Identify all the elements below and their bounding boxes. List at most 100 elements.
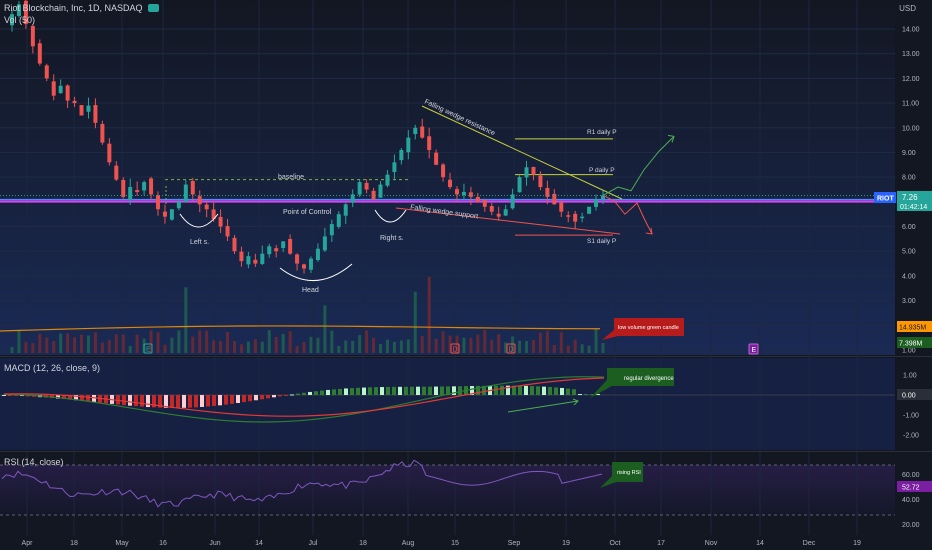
- macd-legend[interactable]: MACD (12, 26, close, 9): [4, 363, 100, 373]
- macd-histogram-bar: [374, 387, 378, 395]
- price-tick-label: 10.00: [902, 125, 920, 132]
- volume-last-text: 7.398M: [899, 341, 923, 348]
- macd-histogram-bar: [560, 387, 564, 395]
- macd-histogram-bar: [242, 395, 246, 403]
- candle-body: [385, 174, 390, 186]
- event-marker-label: E: [752, 347, 757, 354]
- volume-bar: [573, 339, 577, 353]
- volume-ma-badge[interactable]: 14.935M: [897, 321, 932, 332]
- volume-bar: [406, 339, 410, 353]
- callout-macd[interactable]: regular divergence: [590, 368, 674, 398]
- volume-bar: [156, 332, 160, 353]
- candle-body: [10, 14, 14, 26]
- macd-histogram-bar: [56, 395, 60, 399]
- event-marker[interactable]: E: [748, 343, 759, 355]
- symbol-title: Riot Blockchain, Inc, 1D, NASDAQ: [4, 3, 143, 13]
- volume-bar: [253, 339, 257, 353]
- macd-histogram-bar: [284, 395, 288, 396]
- time-tick-label: Dec: [803, 540, 816, 547]
- last-price-text: 7.26: [902, 193, 918, 202]
- drawings[interactable]: [0, 105, 874, 281]
- event-marker[interactable]: D: [450, 343, 460, 354]
- volume-bar: [52, 341, 56, 353]
- macd-histogram-bar: [476, 385, 480, 395]
- event-marker[interactable]: E: [143, 343, 153, 354]
- macd-line: [3, 376, 605, 423]
- ticker-badge[interactable]: RIOT: [874, 192, 896, 203]
- callout-rsi[interactable]: rising RSI: [600, 462, 643, 488]
- volume-bar: [246, 341, 250, 353]
- macd-histogram-bar: [566, 388, 570, 395]
- volume-bar: [441, 331, 445, 353]
- candle-body: [364, 182, 369, 190]
- candle-body: [468, 192, 473, 197]
- candle-body: [434, 152, 439, 165]
- macd-tick-label: -2.00: [903, 433, 919, 440]
- candle-body: [308, 258, 313, 270]
- macd-histogram-bar: [542, 386, 546, 395]
- volume-bar: [427, 276, 431, 353]
- right-shoulder-label: Right s.: [380, 235, 404, 242]
- macd-histogram-bar: [248, 395, 252, 402]
- macd-histogram-bar: [320, 390, 324, 395]
- volume-bar: [344, 340, 348, 353]
- volume-bar: [316, 337, 320, 353]
- candle-body: [475, 196, 480, 202]
- candle-body: [336, 214, 341, 227]
- time-tick-label: Aug: [402, 540, 415, 547]
- macd-histogram-bar: [530, 386, 534, 395]
- volume-bar: [538, 332, 542, 353]
- volume-bar: [511, 336, 515, 353]
- left-shoulder-arc: [179, 213, 219, 228]
- macd-histogram-bar: [164, 395, 168, 408]
- macd-histogram-bar: [254, 395, 258, 401]
- candles: [10, 0, 605, 274]
- candle-body: [239, 251, 244, 262]
- volume-bar: [232, 341, 236, 353]
- macd-histogram-bar: [170, 395, 174, 408]
- candle-body: [329, 224, 334, 236]
- macd-histogram-bar: [314, 391, 318, 395]
- last-price-badge[interactable]: 7.26 01:42:14: [897, 191, 932, 211]
- bullish-projection: [602, 136, 675, 196]
- macd-histogram-bar: [554, 387, 558, 395]
- macd-histogram-bar: [524, 385, 528, 395]
- macd-histogram-bar: [404, 386, 408, 395]
- volume-bar: [260, 341, 264, 353]
- candle-body: [37, 43, 42, 64]
- volume-bar: [559, 332, 563, 353]
- macd-histogram-bar: [86, 395, 90, 402]
- time-tick-label: 16: [159, 540, 167, 547]
- candle-body: [142, 182, 147, 191]
- price-tick-label: 6.00: [902, 224, 916, 231]
- signal-line: [3, 377, 605, 417]
- volume-last-badge[interactable]: 7.398M: [897, 337, 932, 348]
- volume-bar: [601, 343, 605, 353]
- macd-histogram-bar: [278, 395, 282, 397]
- volume-bar: [525, 341, 529, 353]
- macd-histogram-bar: [578, 394, 582, 395]
- candle-body: [23, 0, 28, 25]
- event-marker[interactable]: D: [506, 343, 516, 354]
- time-tick-label: 19: [853, 540, 861, 547]
- macd-histogram-bar: [200, 395, 204, 407]
- callout-volume[interactable]: low volume green candle: [602, 318, 684, 340]
- rsi-value-badge[interactable]: 52.72: [897, 481, 932, 492]
- candle-body: [183, 184, 188, 202]
- volume-bar: [86, 335, 90, 353]
- macd-histogram-bar: [218, 395, 222, 406]
- rsi-legend[interactable]: RSI (14, close): [4, 457, 64, 467]
- volume-bar: [114, 334, 118, 353]
- volume-bar: [351, 340, 355, 353]
- time-axis[interactable]: [0, 535, 932, 550]
- price-levels: [0, 138, 895, 236]
- macd-value-badge[interactable]: 0.00: [897, 389, 932, 400]
- rsi-indicator: [0, 459, 895, 516]
- volume-legend[interactable]: Vol (50): [4, 15, 35, 25]
- symbol-legend[interactable]: Riot Blockchain, Inc, 1D, NASDAQ: [4, 3, 160, 13]
- macd-histogram-bar: [410, 386, 414, 395]
- rsi-tick-label: 60.00: [902, 472, 920, 479]
- price-axis[interactable]: [895, 0, 932, 535]
- right-shoulder-arc: [374, 209, 407, 223]
